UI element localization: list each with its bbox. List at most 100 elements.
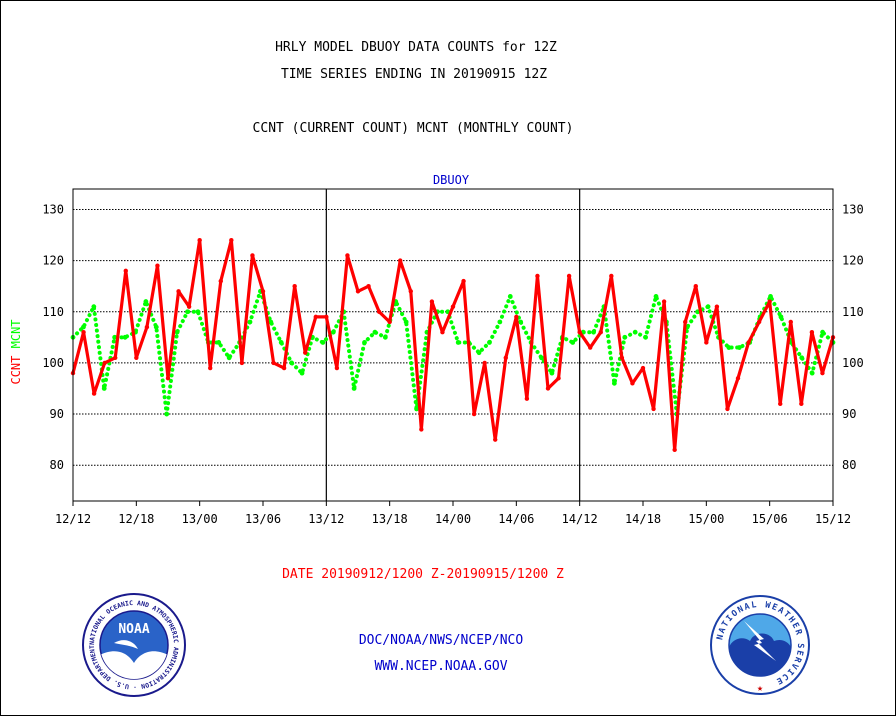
data-point-ccnt <box>176 289 181 294</box>
data-point-ccnt <box>619 355 625 360</box>
data-point-mcnt <box>778 314 784 320</box>
data-point-ccnt <box>292 283 297 289</box>
data-point-mcnt <box>507 294 513 299</box>
data-point-ccnt <box>788 319 793 325</box>
y-tick-label-left: 90 <box>50 407 64 421</box>
data-point-ccnt <box>281 365 287 371</box>
nws-star-icon: ★ <box>757 683 763 694</box>
data-point-ccnt <box>471 411 477 417</box>
data-point-ccnt <box>429 299 435 304</box>
y-tick-label-left: 80 <box>50 458 64 472</box>
x-tick-label: 13/06 <box>245 512 281 526</box>
data-point-mcnt <box>632 329 638 335</box>
data-point-mcnt <box>455 340 461 345</box>
data-point-ccnt <box>134 355 139 360</box>
data-point-ccnt <box>725 406 730 412</box>
data-point-mcnt <box>91 304 97 310</box>
data-point-ccnt <box>366 283 371 289</box>
data-point-ccnt <box>186 304 192 309</box>
data-point-ccnt <box>208 365 213 371</box>
y-tick-label-right: 120 <box>842 254 864 268</box>
noaa-logo-text: NOAA <box>118 622 149 637</box>
date-range: DATE 20190912/1200 Z-20190915/1200 Z <box>282 567 564 582</box>
noaa-logo[interactable]: NATIONAL OCEANIC AND ATMOSPHERIC ADMINIS… <box>82 593 186 697</box>
data-point-mcnt <box>549 370 555 376</box>
data-point-mcnt <box>705 304 711 310</box>
data-point-mcnt <box>736 345 742 350</box>
data-point-mcnt <box>122 334 128 340</box>
data-point-mcnt <box>518 319 524 325</box>
x-tick-label: 13/12 <box>308 512 344 526</box>
data-point-ccnt <box>746 340 751 345</box>
data-point-mcnt <box>539 355 544 361</box>
data-point-mcnt <box>278 340 284 345</box>
url-link[interactable]: WWW.NCEP.NOAA.GOV <box>374 659 507 674</box>
data-point-ccnt <box>250 253 255 258</box>
data-point-ccnt <box>588 345 593 350</box>
data-point-mcnt <box>726 345 732 350</box>
data-point-ccnt <box>303 350 308 355</box>
data-point-ccnt <box>324 314 329 320</box>
data-point-ccnt <box>165 376 171 381</box>
data-point-ccnt <box>756 319 762 325</box>
data-point-ccnt <box>493 437 498 442</box>
data-point-mcnt <box>591 329 596 335</box>
data-point-ccnt <box>345 253 350 258</box>
data-point-ccnt <box>640 365 646 371</box>
data-point-mcnt <box>414 406 419 412</box>
data-point-ccnt <box>91 391 97 396</box>
data-point-mcnt <box>403 319 409 325</box>
data-point-ccnt <box>799 401 804 407</box>
data-point-ccnt <box>239 360 245 366</box>
data-point-mcnt <box>487 340 492 345</box>
data-point-ccnt <box>334 365 340 371</box>
data-point-mcnt <box>372 329 378 335</box>
data-point-mcnt <box>476 350 482 356</box>
data-point-ccnt <box>809 330 815 335</box>
x-tick-label: 14/18 <box>625 512 661 526</box>
y-tick-label-left: 110 <box>42 305 64 319</box>
data-point-ccnt <box>704 340 709 345</box>
data-point-ccnt <box>155 263 160 268</box>
x-tick-label: 12/12 <box>55 512 91 526</box>
data-point-mcnt <box>289 360 295 366</box>
data-point-mcnt <box>268 319 274 325</box>
data-point-mcnt <box>820 329 825 335</box>
data-point-ccnt <box>81 330 86 335</box>
data-point-mcnt <box>185 309 190 315</box>
x-tick-label: 13/00 <box>182 512 218 526</box>
data-point-ccnt <box>440 330 445 335</box>
y-tick-label-right: 80 <box>842 458 856 472</box>
org-link[interactable]: DOC/NOAA/NWS/NCEP/NCO <box>359 633 524 648</box>
data-point-ccnt <box>651 406 656 412</box>
data-point-mcnt <box>611 380 617 386</box>
y-axis-label-part: CCNT <box>9 356 23 385</box>
axis-ticks: 80 80 90 90 100 100 110 110 120 120 130 130 12/12 12/… <box>42 202 863 526</box>
page-title: HRLY MODEL DBUOY DATA COUNTS for 12Z <box>275 40 557 55</box>
data-point-mcnt <box>226 355 232 361</box>
data-point-mcnt <box>247 319 253 325</box>
x-tick-label: 12/18 <box>118 512 154 526</box>
data-point-ccnt <box>450 304 456 309</box>
y-tick-label-right: 90 <box>842 407 856 421</box>
y-tick-label-left: 120 <box>42 254 64 268</box>
data-point-ccnt <box>767 299 772 304</box>
x-tick-label: 15/00 <box>688 512 724 526</box>
data-point-mcnt <box>622 334 628 340</box>
data-point-ccnt <box>260 289 266 294</box>
data-point-ccnt <box>672 447 677 453</box>
y-axis-label: CCNT MCNT <box>9 319 23 384</box>
data-point-mcnt <box>653 294 659 299</box>
data-point-mcnt <box>112 334 118 340</box>
nws-logo[interactable]: NATIONAL WEATHER SERVICE ★ <box>710 595 810 695</box>
data-point-ccnt <box>218 278 223 284</box>
y-tick-label-right: 110 <box>842 305 864 319</box>
plot-title: DBUOY <box>433 173 470 187</box>
data-point-ccnt <box>102 360 107 366</box>
data-point-ccnt <box>514 314 519 320</box>
data-point-ccnt <box>598 330 603 335</box>
page-title-line2: TIME SERIES ENDING IN 20190915 12Z <box>281 67 547 82</box>
data-point-mcnt <box>330 329 336 335</box>
series-layer <box>70 237 836 453</box>
